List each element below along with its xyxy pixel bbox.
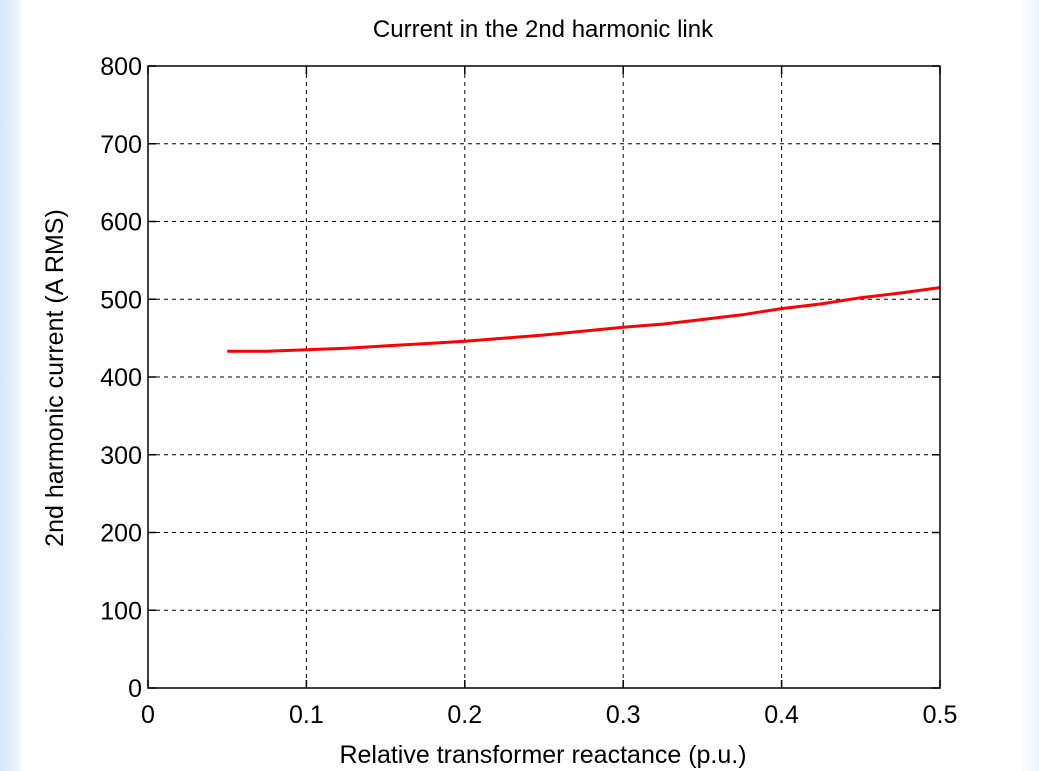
grid-lines	[148, 66, 940, 688]
y-tick-label: 0	[128, 675, 142, 703]
y-tick-label: 800	[100, 53, 142, 81]
x-tick-label: 0	[141, 701, 155, 729]
y-axis-label: 2nd harmonic current (A RMS)	[41, 209, 69, 547]
y-tick-label: 200	[100, 520, 142, 548]
y-tick-label: 100	[100, 597, 142, 625]
y-tick-label: 300	[100, 442, 142, 470]
series-layer	[227, 286, 941, 353]
y-tick-label: 500	[100, 286, 142, 314]
y-tick-label: 400	[100, 364, 142, 392]
x-tick-label: 0.2	[447, 701, 482, 729]
y-tick-labels: 0 100 200 300 400 500 600 700 800	[100, 53, 142, 703]
x-tick-label: 0.4	[764, 701, 799, 729]
x-tick-labels: 0 0.1 0.2 0.3 0.4 0.5	[141, 701, 957, 729]
y-tick-label: 600	[100, 209, 142, 237]
y-tick-label: 700	[100, 131, 142, 159]
x-tick-label: 0.5	[923, 701, 958, 729]
tick-marks	[147, 65, 941, 689]
series-line	[227, 286, 941, 353]
x-tick-label: 0.1	[289, 701, 324, 729]
x-axis-label: Relative transformer reactance (p.u.)	[339, 741, 746, 769]
x-tick-label: 0.3	[606, 701, 641, 729]
chart-title: Current in the 2nd harmonic link	[373, 16, 714, 43]
figure-background	[24, 0, 1020, 771]
